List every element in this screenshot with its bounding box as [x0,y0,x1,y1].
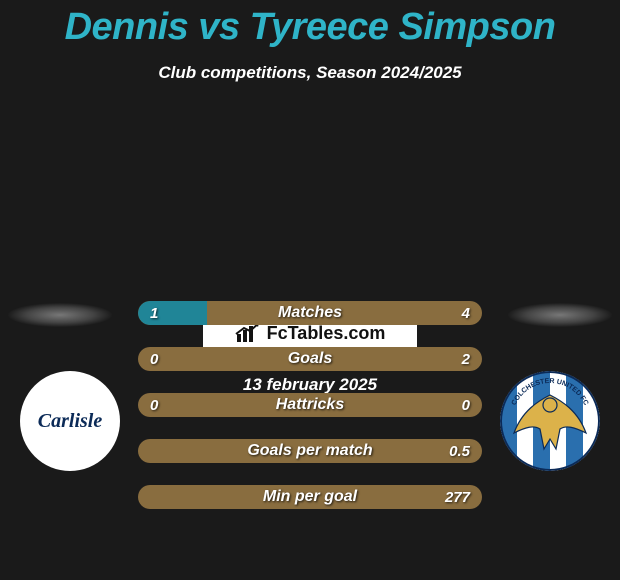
page-title: Dennis vs Tyreece Simpson [0,0,620,49]
stat-bar: Min per goal277 [138,485,482,509]
stat-bar: 1Matches4 [138,301,482,325]
stat-bar: Goals per match0.5 [138,439,482,463]
stat-label: Goals [138,347,482,371]
stat-value-right: 2 [462,347,470,371]
stat-label: Hattricks [138,393,482,417]
stat-label: Matches [138,301,482,325]
club-badge-right: COLCHESTER UNITED FC [500,371,600,471]
page-subtitle: Club competitions, Season 2024/2025 [0,63,620,83]
player-right-avatar-shadow [508,303,612,327]
stat-label: Goals per match [138,439,482,463]
player-left-avatar-shadow [8,303,112,327]
stat-value-right: 277 [445,485,470,509]
stat-bars: 1Matches40Goals20Hattricks0Goals per mat… [138,301,482,531]
club-badge-left-label: Carlisle [38,410,102,433]
club-badge-left: Carlisle [20,371,120,471]
stat-value-right: 0.5 [449,439,470,463]
colchester-badge-icon: COLCHESTER UNITED FC [500,371,600,471]
comparison-panel: Carlisle COLCHESTER UNITED FC [0,313,620,395]
stat-label: Min per goal [138,485,482,509]
stat-bar: 0Goals2 [138,347,482,371]
stat-value-right: 4 [462,301,470,325]
stat-bar: 0Hattricks0 [138,393,482,417]
stat-value-right: 0 [462,393,470,417]
